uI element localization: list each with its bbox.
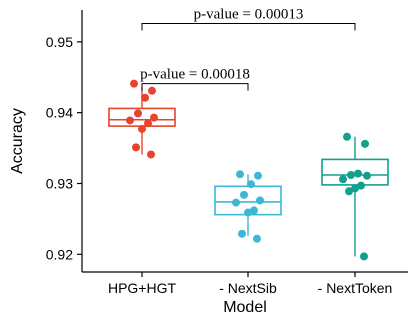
data-point bbox=[339, 175, 347, 184]
data-point bbox=[240, 190, 248, 199]
data-point bbox=[363, 171, 371, 180]
data-point bbox=[345, 187, 353, 196]
data-point bbox=[126, 116, 134, 125]
data-point bbox=[134, 109, 142, 118]
data-point bbox=[351, 184, 359, 193]
data-point bbox=[347, 170, 355, 179]
x-axis-title: Model bbox=[223, 299, 267, 316]
data-point bbox=[354, 169, 362, 178]
data-point bbox=[130, 79, 138, 88]
y-tick-label: 0.93 bbox=[46, 175, 73, 191]
data-point bbox=[357, 181, 365, 190]
x-tick-label: - NextToken bbox=[318, 280, 393, 296]
data-point bbox=[141, 93, 149, 102]
x-tick-label: HPG+HGT bbox=[108, 280, 177, 296]
data-point bbox=[244, 208, 252, 217]
data-point bbox=[236, 170, 244, 179]
data-point bbox=[132, 143, 140, 152]
data-point bbox=[148, 86, 156, 95]
data-point bbox=[238, 229, 246, 238]
data-point bbox=[250, 206, 258, 215]
y-tick-label: 0.92 bbox=[46, 246, 73, 262]
data-point bbox=[144, 119, 152, 128]
p-value-label: p-value = 0.00018 bbox=[140, 67, 250, 83]
data-point bbox=[360, 252, 368, 261]
data-point bbox=[361, 139, 369, 148]
y-tick-label: 0.94 bbox=[46, 105, 73, 121]
y-axis-title: Accuracy bbox=[9, 108, 26, 174]
significance-bracket bbox=[141, 83, 249, 91]
y-tick-label: 0.95 bbox=[46, 34, 73, 50]
data-point bbox=[147, 150, 155, 159]
box-body bbox=[108, 107, 176, 127]
data-point bbox=[232, 198, 240, 207]
data-point bbox=[343, 132, 351, 141]
data-point bbox=[253, 234, 261, 243]
data-point bbox=[254, 171, 262, 180]
data-point bbox=[138, 124, 146, 133]
data-point bbox=[150, 113, 158, 122]
p-value-label: p-value = 0.00013 bbox=[194, 6, 304, 22]
data-point bbox=[247, 180, 255, 189]
x-tick-label: - NextSib bbox=[219, 280, 277, 296]
significance-bracket bbox=[141, 22, 356, 31]
data-point bbox=[256, 196, 264, 205]
